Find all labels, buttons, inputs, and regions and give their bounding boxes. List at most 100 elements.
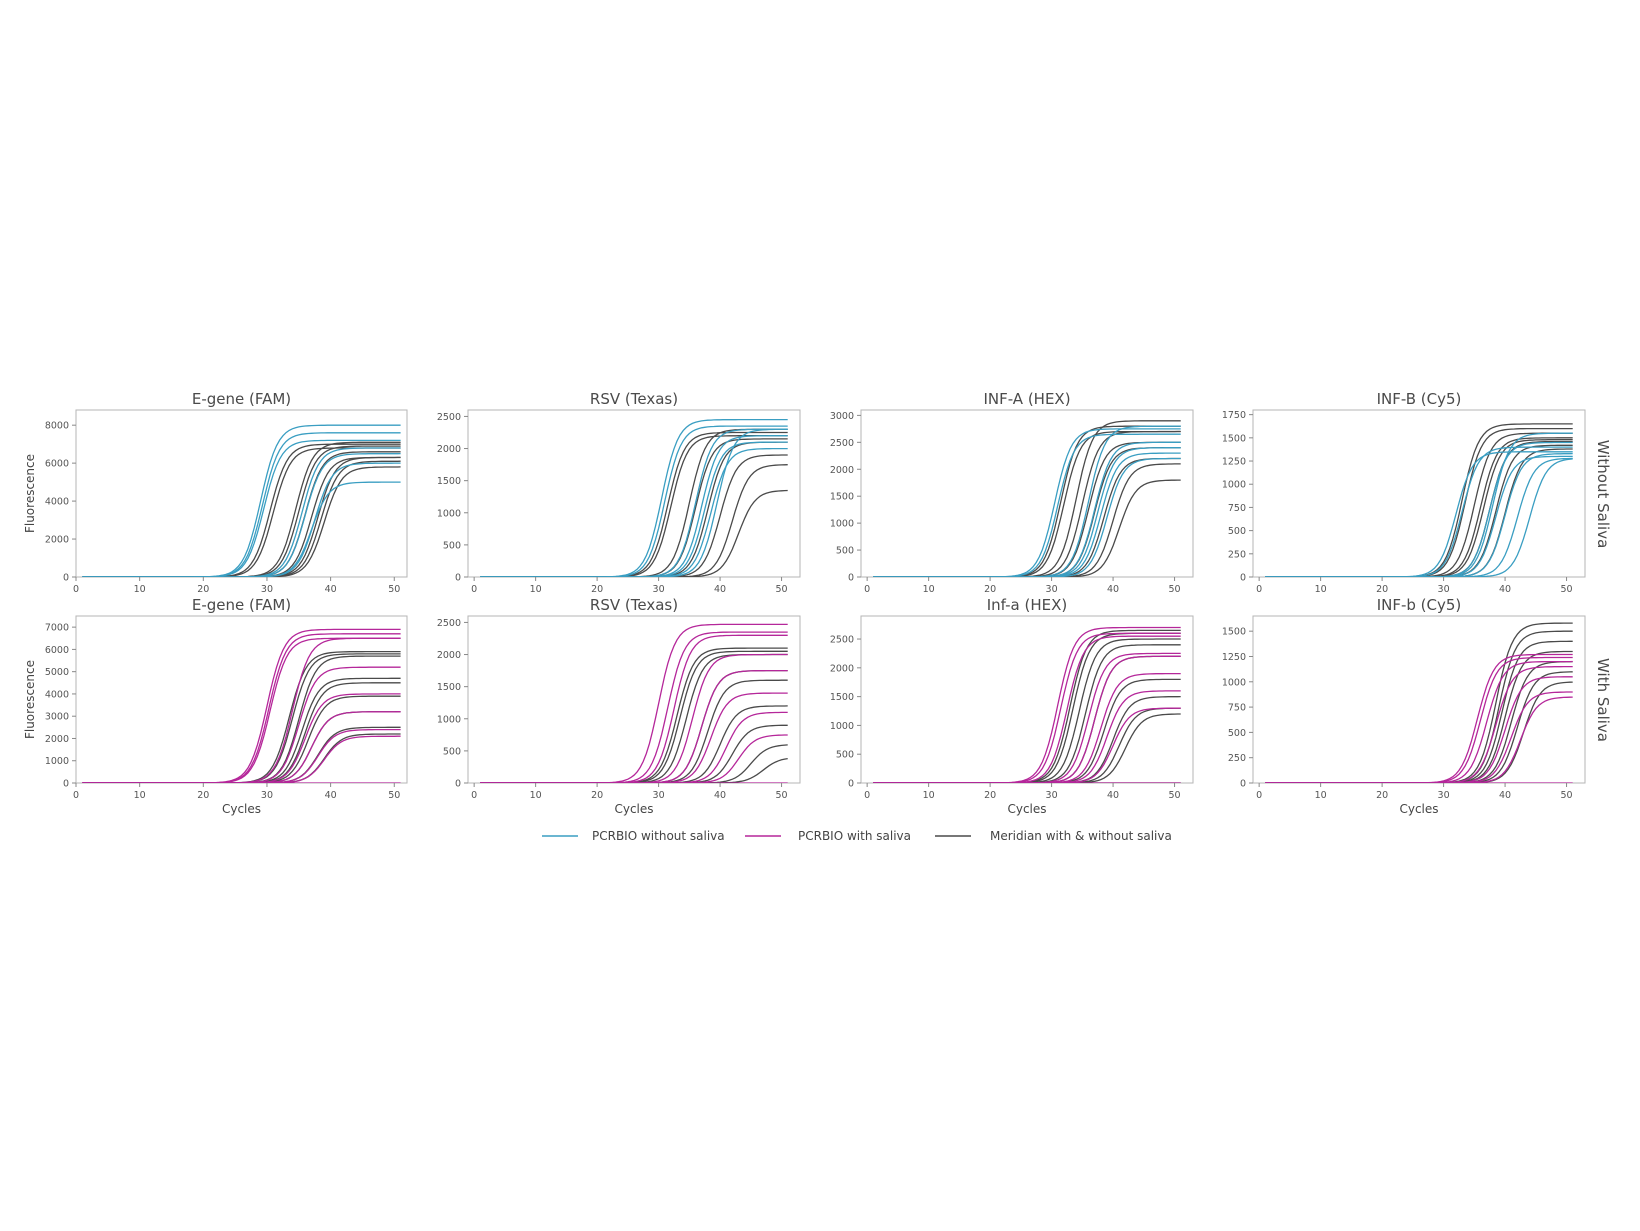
y-tick-label: 2500 — [830, 635, 854, 646]
panel-0-2: INF-A (HEX)0 10 20 30 40 50050010001500200025… — [830, 390, 1194, 595]
panel-title: INF-B (Cy5) — [1377, 390, 1462, 408]
y-tick-label: 500 — [443, 540, 461, 551]
amplification-curve-pcrbio-with — [1265, 691, 1573, 783]
amplification-curve-pcrbio-with — [1265, 676, 1573, 783]
amplification-curve-pcrbio-with — [1265, 696, 1573, 783]
y-tick-label: 2000 — [830, 663, 854, 674]
amplification-curve-meridian — [1265, 650, 1573, 783]
x-tick-label: 10 — [530, 584, 542, 595]
amplification-curve-pcrbio-with — [1265, 665, 1573, 783]
y-tick-label: 500 — [443, 746, 461, 757]
amplification-curve-meridian — [82, 711, 401, 783]
x-tick-label: 20 — [984, 790, 996, 801]
y-tick-label: 750 — [1228, 703, 1246, 714]
y-tick-label: 2500 — [437, 412, 461, 423]
amplification-curve-meridian — [873, 713, 1181, 783]
x-tick-label: 40 — [1107, 584, 1119, 595]
legend-label-pcrbio-with: PCRBIO with saliva — [798, 829, 911, 843]
amplification-curve-meridian — [480, 435, 788, 577]
amplification-curve-pcrbio-with — [873, 626, 1181, 783]
x-tick-label: 0 — [471, 790, 477, 801]
amplification-curve-pcrbio-with — [82, 637, 401, 783]
amplification-curve-meridian — [873, 479, 1181, 577]
amplification-curve-pcrbio-without — [82, 462, 401, 577]
y-tick-label: 2000 — [437, 444, 461, 455]
amplification-curve-pcrbio-with — [480, 634, 788, 783]
y-tick-label: 0 — [848, 779, 854, 790]
x-tick-label: 40 — [325, 790, 337, 801]
y-tick-label: 1500 — [1222, 627, 1246, 638]
amplification-curve-pcrbio-without — [1265, 446, 1573, 577]
amplification-curve-pcrbio-with — [1265, 660, 1573, 783]
amplification-curve-meridian — [873, 678, 1181, 783]
y-tick-label: 0 — [1240, 573, 1246, 584]
amplification-curve-meridian — [82, 441, 401, 577]
plot-frame — [860, 409, 1194, 578]
y-tick-label: 0 — [455, 779, 461, 790]
panel-title: RSV (Texas) — [590, 596, 678, 614]
amplification-curve-meridian — [873, 457, 1181, 577]
chart-panels: E-gene (FAM)0 10 20 30 40 5002000400060008000… — [23, 390, 1586, 816]
row-label-without-saliva: Without Saliva — [1594, 440, 1612, 549]
amplification-curve-pcrbio-with — [82, 666, 401, 783]
y-tick-label: 2000 — [45, 734, 69, 745]
amplification-curve-pcrbio-with — [1265, 653, 1573, 783]
amplification-curve-pcrbio-without — [873, 452, 1181, 577]
amplification-curve-pcrbio-without — [480, 441, 788, 577]
x-tick-label: 0 — [73, 790, 79, 801]
amplification-curve-meridian — [480, 757, 788, 783]
amplification-curve-meridian — [480, 744, 788, 783]
amplification-curve-pcrbio-with — [873, 632, 1181, 783]
x-tick-label: 20 — [1376, 790, 1388, 801]
x-axis-label: Cycles — [614, 802, 653, 816]
x-tick-label: 40 — [714, 584, 726, 595]
series-lines — [1265, 423, 1573, 577]
amplification-curve-pcrbio-with — [480, 711, 788, 783]
x-tick-label: 20 — [591, 584, 603, 595]
x-tick-label: 0 — [864, 790, 870, 801]
amplification-curve-meridian — [1265, 444, 1573, 577]
amplification-curve-pcrbio-with — [1265, 656, 1573, 783]
y-tick-label: 0 — [63, 779, 69, 790]
amplification-curve-meridian — [82, 466, 401, 577]
legend-label-pcrbio-without: PCRBIO without saliva — [592, 829, 725, 843]
amplification-curve-meridian — [480, 705, 788, 783]
x-tick-label: 50 — [776, 790, 788, 801]
y-tick-label: 0 — [1240, 779, 1246, 790]
x-tick-label: 30 — [1046, 584, 1058, 595]
amplification-curve-pcrbio-without — [480, 418, 788, 577]
amplification-curve-meridian — [1265, 427, 1573, 577]
amplification-curve-pcrbio-with — [480, 623, 788, 783]
y-tick-label: 250 — [1228, 549, 1246, 560]
x-tick-label: 40 — [1499, 584, 1511, 595]
amplification-curve-pcrbio-without — [1265, 457, 1573, 577]
amplification-curve-pcrbio-without — [82, 439, 401, 577]
y-tick-label: 5000 — [45, 667, 69, 678]
x-tick-label: 10 — [530, 790, 542, 801]
y-tick-label: 8000 — [45, 421, 69, 432]
y-tick-label: 1500 — [830, 492, 854, 503]
y-tick-label: 1000 — [437, 508, 461, 519]
y-tick-label: 2000 — [830, 465, 854, 476]
amplification-curve-pcrbio-with — [480, 692, 788, 783]
panel-title: INF-b (Cy5) — [1377, 596, 1462, 614]
y-tick-label: 1000 — [830, 721, 854, 732]
x-tick-label: 50 — [388, 790, 400, 801]
amplification-curve-meridian — [480, 679, 788, 783]
y-tick-label: 1500 — [437, 682, 461, 693]
x-tick-label: 30 — [1438, 584, 1450, 595]
y-tick-label: 1500 — [830, 692, 854, 703]
y-tick-label: 500 — [836, 750, 854, 761]
x-tick-label: 0 — [1256, 584, 1262, 595]
x-tick-label: 50 — [388, 584, 400, 595]
panel-1-0: E-gene (FAM) 0 10 20 30 40 50 0 1000 2000 3000 4000… — [23, 596, 408, 816]
amplification-curve-pcrbio-without — [82, 452, 401, 577]
amplification-curve-pcrbio-without — [1265, 432, 1573, 577]
amplification-curve-meridian — [82, 447, 401, 577]
x-tick-label: 10 — [1315, 790, 1327, 801]
amplification-curve-meridian — [480, 431, 788, 577]
y-tick-label: 1000 — [1222, 480, 1246, 491]
amplification-curve-meridian — [873, 420, 1181, 577]
amplification-curve-pcrbio-with — [480, 734, 788, 783]
amplification-curve-meridian — [1265, 432, 1573, 577]
